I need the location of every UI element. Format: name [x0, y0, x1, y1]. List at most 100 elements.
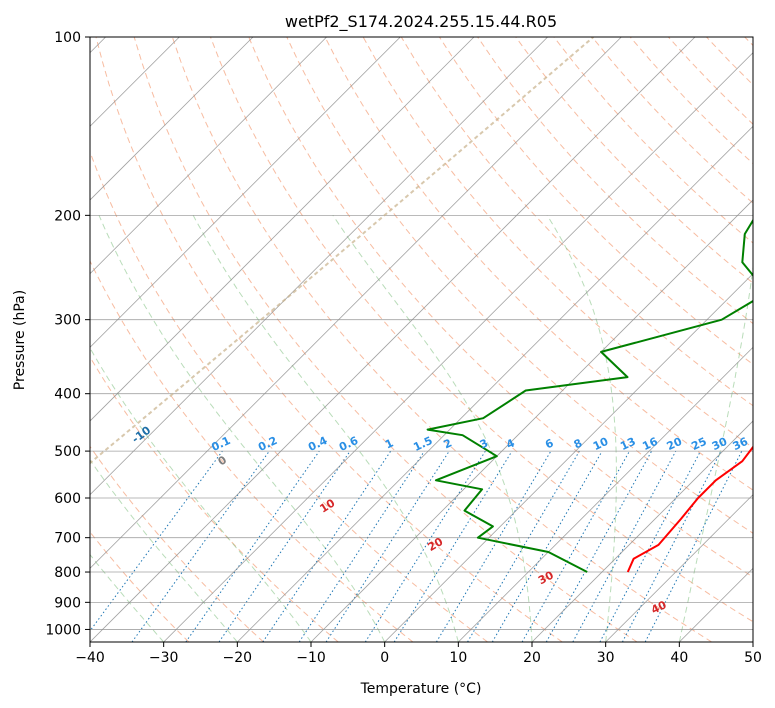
x-axis: −40 −30 −20 −10 0 10 20 30 40 50 [75, 642, 762, 666]
dry-adiabats [90, 37, 753, 642]
mixing-ratio-label: 6 [543, 436, 556, 451]
y-tick-label: 900 [54, 595, 81, 611]
moist-adiabat-line [332, 215, 533, 642]
moist-adiabats [90, 215, 753, 642]
dry-adiabat-line [553, 37, 753, 244]
y-axis: 100 200 300 400 500 600 700 800 900 1000 [45, 30, 90, 638]
chart-title: wetPf2_S174.2024.255.15.44.R05 [285, 12, 557, 32]
dry-adiabat-line [90, 531, 190, 642]
dry-adiabat-line [95, 37, 563, 642]
y-tick-label: 300 [54, 313, 81, 329]
moist-adiabat-line [678, 263, 753, 642]
mixing-ratio-label: 10 [591, 435, 611, 453]
isotherm-line [531, 420, 753, 642]
mixing-ratio-line [491, 450, 603, 642]
mixing-ratio-line [218, 450, 351, 642]
mixing-ratio-line [131, 450, 270, 642]
x-tick-label: −40 [75, 650, 105, 666]
dry-adiabat-line [706, 37, 753, 86]
y-tick-label: 200 [54, 208, 81, 224]
dry-adiabat-label: 0 [215, 453, 229, 468]
moist-adiabat-line [90, 347, 312, 642]
mixing-ratio-line [90, 450, 223, 632]
dry-adiabat-label: 40 [649, 598, 669, 617]
x-tick-label: −30 [149, 650, 179, 666]
x-tick-label: 50 [744, 650, 762, 666]
mixing-ratio-label: 20 [665, 435, 685, 453]
mixing-ratio-line [325, 450, 450, 642]
x-tick-label: 30 [597, 650, 615, 666]
dry-adiabat-label: 30 [536, 568, 556, 587]
x-tick-label: 20 [523, 650, 541, 666]
dry-adiabat-line [248, 37, 753, 578]
mixing-ratio-line [298, 450, 425, 642]
x-axis-label: Temperature (°C) [360, 681, 482, 697]
x-tick-label: 10 [449, 650, 467, 666]
y-tick-label: 500 [54, 444, 81, 460]
dry-adiabat-label: -30 [0, 369, 4, 392]
x-tick-label: 40 [670, 650, 688, 666]
isobars [90, 37, 753, 630]
isotherm-line [90, 37, 622, 569]
mixing-ratio-label: 16 [640, 435, 660, 453]
y-tick-label: 600 [54, 491, 81, 507]
dry-adiabat-line [90, 445, 264, 642]
isotherm-line [163, 52, 753, 642]
mixing-ratio-label: 30 [710, 435, 730, 453]
dewpoint-profile [426, 218, 753, 573]
moist-adiabat-line [546, 215, 617, 642]
dry-adiabat-line [90, 356, 339, 642]
isotherm-line [679, 567, 753, 642]
moist-adiabat-line [192, 215, 459, 642]
x-tick-label: −20 [223, 650, 253, 666]
mixing-ratio-line [467, 450, 580, 642]
plot-area: -100-90-80-70-60-50-40-30-20-10010203040… [0, 37, 753, 642]
isotherm-line [310, 199, 753, 642]
mixing-ratio-label: 4 [504, 436, 517, 451]
isotherm-line [458, 346, 753, 642]
dry-adiabat-line [133, 37, 638, 642]
isotherm-line [90, 37, 254, 201]
mixing-ratio-lines [90, 450, 743, 642]
dry-adiabat-line [286, 37, 753, 534]
y-tick-label: 1000 [45, 622, 81, 638]
isotherm-line [90, 37, 548, 496]
mixing-ratio-label: 36 [731, 435, 751, 453]
dry-adiabat-line [515, 37, 753, 284]
y-tick-label: 100 [54, 30, 81, 46]
dry-adiabat-line [591, 37, 753, 204]
curved-guide [90, 37, 595, 465]
y-axis-label: Pressure (hPa) [12, 290, 28, 390]
mixing-ratio-line [364, 450, 486, 642]
moist-adiabat-line [90, 459, 238, 642]
dry-adiabat-line [90, 150, 488, 642]
isotherm-line [605, 494, 753, 642]
mixing-ratio-label: 2 [442, 436, 454, 451]
dry-adiabat-line [90, 259, 414, 642]
curved-guide-line [90, 37, 595, 465]
dry-adiabat-line [744, 37, 753, 47]
moist-adiabat-line [98, 215, 386, 642]
isotherm-line [90, 37, 475, 422]
mixing-ratio-line [572, 450, 677, 642]
isotherm-line [752, 641, 753, 642]
dry-adiabat-line [324, 37, 753, 491]
isotherm-line [90, 37, 327, 275]
isotherm-line [90, 37, 401, 348]
mixing-ratio-line [545, 450, 653, 642]
isotherm-line [90, 37, 696, 642]
mixing-ratio-label: 25 [689, 435, 708, 453]
temperature-profile [626, 445, 753, 573]
mixing-ratio-line [393, 450, 513, 642]
y-tick-label: 800 [54, 565, 81, 581]
dry-adiabat-line [438, 37, 753, 366]
x-tick-label: −10 [296, 650, 326, 666]
dry-adiabat-line [210, 37, 753, 623]
dry-adiabat-line [668, 37, 753, 125]
isotherm-line [237, 125, 753, 642]
mixing-ratio-line [185, 450, 320, 642]
plot-frame [89, 36, 754, 643]
mixing-ratio-line [599, 450, 701, 642]
dry-adiabat-line [171, 37, 712, 642]
